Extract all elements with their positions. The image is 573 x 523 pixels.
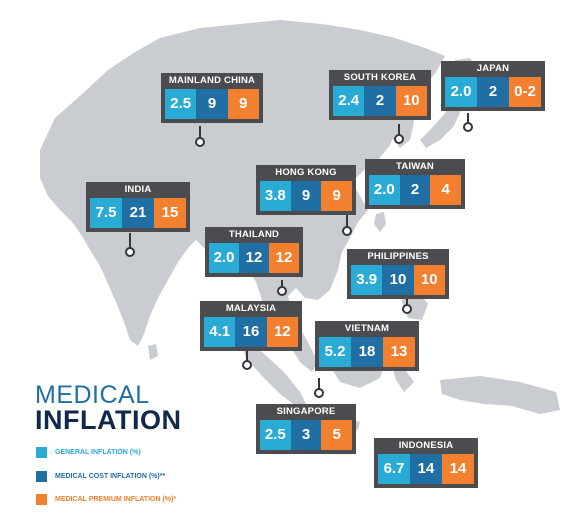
pin-line-thailand [281, 280, 283, 288]
title-line-1: MEDICAL [35, 381, 150, 409]
pin-malaysia [242, 360, 252, 370]
pin-vietnam [314, 388, 324, 398]
pin-philippines [402, 304, 412, 314]
legend-swatch-general [36, 447, 47, 458]
general-inflation-value: 2.0 [209, 243, 239, 273]
pin-line-philippines [406, 296, 408, 306]
sumatra-shape [240, 340, 306, 406]
medical-premium-inflation-value: 12 [269, 243, 299, 273]
medical-cost-inflation-value: 18 [351, 337, 383, 367]
pin-china [195, 137, 205, 147]
card-malaysia: MALAYSIA 4.1 16 12 [200, 301, 302, 351]
legend-label-general: GENERAL INFLATION (%) [55, 449, 141, 456]
legend-item-premium: MEDICAL PREMIUM INFLATION (%)* [36, 494, 176, 505]
medical-cost-inflation-value: 2 [399, 175, 431, 205]
general-inflation-value: 2.4 [333, 86, 365, 116]
medical-premium-inflation-value: 14 [442, 454, 474, 484]
card-india: INDIA 7.5 21 15 [86, 182, 190, 232]
general-inflation-value: 6.7 [378, 454, 410, 484]
pin-hong-kong [342, 226, 352, 236]
general-inflation-value: 3.9 [351, 265, 383, 295]
card-japan: JAPAN 2.0 2 0-2 [441, 61, 545, 111]
medical-cost-inflation-value: 2 [364, 86, 396, 116]
general-inflation-value: 2.5 [165, 89, 197, 119]
new-guinea-shape [440, 376, 560, 414]
legend-swatch-medical-cost [36, 471, 47, 482]
card-indonesia: INDONESIA 6.7 14 14 [374, 438, 478, 488]
card-taiwan: TAIWAN 2.0 2 4 [365, 159, 465, 209]
medical-premium-inflation-value: 10 [395, 86, 427, 116]
medical-cost-inflation-value: 12 [239, 243, 269, 273]
medical-premium-inflation-value: 9 [321, 181, 353, 211]
medical-premium-inflation-value: 10 [413, 265, 445, 295]
country-name: THAILAND [228, 229, 280, 240]
medical-cost-inflation-value: 3 [290, 420, 322, 450]
pin-line-japan [467, 113, 469, 123]
pin-line-malaysia [246, 350, 248, 362]
legend-swatch-premium [36, 494, 47, 505]
medical-premium-inflation-value: 5 [321, 420, 353, 450]
general-inflation-value: 2.0 [445, 77, 477, 107]
pin-line-india [129, 233, 131, 249]
medical-cost-inflation-value: 16 [235, 317, 267, 347]
taiwan-shape [374, 212, 386, 232]
pin-thailand [277, 286, 287, 296]
country-name: PHILIPPINES [367, 251, 429, 262]
country-name: JAPAN [476, 63, 510, 74]
legend-label-premium: MEDICAL PREMIUM INFLATION (%)* [55, 496, 177, 503]
pin-japan [463, 122, 473, 132]
card-mainland-china: MAINLAND CHINA 2.5 9 9 [161, 73, 263, 123]
legend-label-medical-cost: MEDICAL COST INFLATION (%)** [55, 473, 166, 480]
country-name: SOUTH KOREA [343, 72, 417, 83]
card-vietnam: VIETNAM 5.2 18 13 [315, 321, 419, 371]
general-inflation-value: 4.1 [204, 317, 236, 347]
pin-line-hong-kong [346, 215, 348, 227]
medical-premium-inflation-value: 0-2 [509, 77, 541, 107]
card-south-korea: SOUTH KOREA 2.4 2 10 [329, 70, 431, 120]
country-name: TAIWAN [396, 161, 434, 172]
general-inflation-value: 7.5 [90, 198, 122, 228]
medical-cost-inflation-value: 9 [196, 89, 228, 119]
medical-cost-inflation-value: 14 [410, 454, 442, 484]
country-name: MAINLAND CHINA [168, 75, 256, 86]
sri-lanka-shape [148, 344, 158, 360]
pin-line-vietnam [318, 378, 320, 390]
country-name: VIETNAM [344, 323, 390, 334]
medical-cost-inflation-value: 21 [122, 198, 154, 228]
title-line-2: INFLATION [35, 405, 182, 435]
general-inflation-value: 2.0 [369, 175, 400, 205]
country-name: SINGAPORE [276, 406, 336, 417]
medical-cost-inflation-value: 10 [382, 265, 414, 295]
card-singapore: SINGAPORE 2.5 3 5 [256, 404, 356, 454]
pin-south-korea [394, 134, 404, 144]
medical-cost-inflation-value: 9 [290, 181, 322, 211]
medical-premium-inflation-value: 12 [266, 317, 298, 347]
country-name: HONG KONG [275, 167, 337, 178]
card-hong-kong: HONG KONG 3.8 9 9 [256, 165, 356, 215]
pin-india [125, 247, 135, 257]
general-inflation-value: 2.5 [260, 420, 291, 450]
legend-item-general: GENERAL INFLATION (%) [36, 447, 141, 458]
medical-premium-inflation-value: 9 [227, 89, 259, 119]
card-philippines: PHILIPPINES 3.9 10 10 [347, 249, 449, 299]
country-name: INDONESIA [398, 440, 454, 451]
medical-premium-inflation-value: 4 [430, 175, 462, 205]
general-inflation-value: 5.2 [319, 337, 351, 367]
medical-premium-inflation-value: 15 [154, 198, 186, 228]
general-inflation-value: 3.8 [260, 181, 291, 211]
pin-line-south-korea [398, 124, 400, 135]
pin-line-china [199, 126, 201, 138]
country-name: MALAYSIA [225, 303, 277, 314]
legend-item-medical-cost: MEDICAL COST INFLATION (%)** [36, 471, 165, 482]
card-thailand: THAILAND 2.0 12 12 [205, 227, 303, 277]
medical-premium-inflation-value: 13 [383, 337, 415, 367]
country-name: INDIA [124, 184, 152, 195]
medical-cost-inflation-value: 2 [477, 77, 509, 107]
